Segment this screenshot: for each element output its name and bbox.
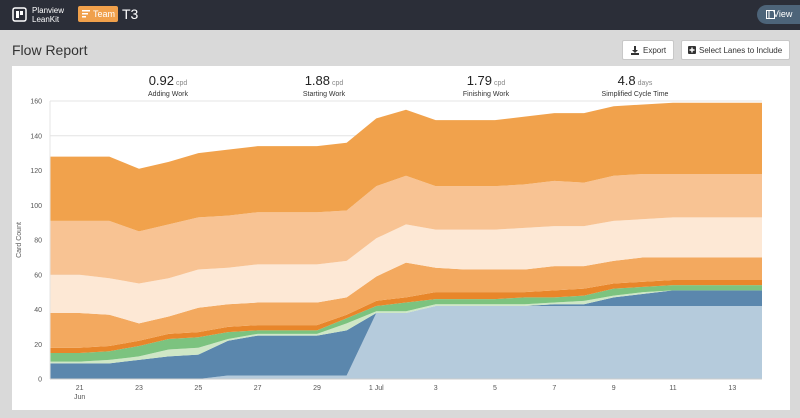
x-tick-label: 23: [135, 385, 143, 392]
stat-value-row: 1.88 cpd: [244, 72, 404, 90]
x-tick-label: 29: [313, 385, 321, 392]
area: [50, 285, 762, 362]
logo-icon: [12, 7, 27, 22]
y-tick-label: 0: [38, 377, 42, 384]
stat: 1.79 cpd Finishing Work: [406, 72, 566, 98]
stat: 1.88 cpd Starting Work: [244, 72, 404, 98]
x-tick-label: 11: [669, 385, 677, 392]
stat-label: Starting Work: [302, 91, 346, 98]
y-axis-label: Card Count: [16, 222, 23, 258]
stat-unit: cpd: [332, 80, 344, 87]
x-tick-label: 25: [194, 385, 203, 392]
area: [50, 290, 762, 379]
x-tick-label: 5: [493, 385, 497, 392]
y-tick-label: 60: [34, 272, 42, 279]
area: [50, 102, 762, 232]
x-tick-label: 9: [611, 385, 616, 392]
stat-unit: cpd: [494, 80, 506, 87]
stat-label: Simplified Cycle Time: [601, 91, 669, 98]
stat-label: Adding Work: [148, 91, 188, 98]
y-tick-label: 40: [34, 307, 42, 314]
x-tick-label: 13: [728, 385, 737, 392]
board-name: T3: [122, 6, 139, 22]
y-tick-label: 80: [34, 238, 42, 245]
area: [50, 173, 762, 284]
stat-unit: cpd: [176, 80, 188, 87]
area: [50, 306, 762, 379]
stat-value-row: 4.8 days: [555, 72, 715, 90]
stat: 0.92 cpd Adding Work: [88, 72, 248, 98]
view-button[interactable]: View: [757, 5, 800, 24]
logo-line: LeanKit: [32, 15, 60, 24]
y-tick-label: 100: [30, 203, 42, 210]
y-tick-label: 20: [34, 342, 42, 349]
stat-value-row: 1.79 cpd: [406, 72, 566, 90]
y-tick-label: 120: [30, 168, 42, 175]
area: [50, 279, 762, 353]
x-tick-label: 1 Jul: [368, 385, 384, 392]
stat-unit: days: [637, 80, 653, 87]
logo-text[interactable]: Planview LeanKit: [32, 6, 64, 24]
header: Planview LeanKit Team T3 View: [0, 0, 800, 30]
logo-line: Planview: [32, 6, 65, 15]
x-tick-label: 3: [433, 385, 438, 392]
y-tick-label: 140: [30, 133, 42, 140]
badge-icon: [82, 10, 90, 18]
x-tick-label: 21 Jun: [74, 385, 86, 401]
x-tick-label: 27: [253, 385, 262, 392]
plus-icon: [688, 46, 696, 54]
stat-value: 0.92: [148, 73, 174, 88]
stat-value: 4.8: [617, 73, 636, 88]
stat-label: Finishing Work: [462, 91, 510, 98]
stat: 4.8 days Simplified Cycle Time: [555, 72, 715, 98]
y-tick-label: 160: [30, 99, 42, 106]
export-icon: [631, 46, 639, 55]
area: [50, 217, 762, 324]
report-title: Flow Report: [12, 42, 88, 58]
export-button[interactable]: Export: [622, 40, 674, 60]
stat-value: 1.88: [304, 73, 330, 88]
lanes-button[interactable]: Select Lanes to Include: [681, 40, 790, 60]
stat-value: 1.79: [466, 73, 492, 88]
view-icon: [766, 10, 775, 19]
stat-value-row: 0.92 cpd: [88, 72, 248, 90]
area: [50, 257, 762, 348]
x-tick-label: 7: [552, 385, 557, 392]
